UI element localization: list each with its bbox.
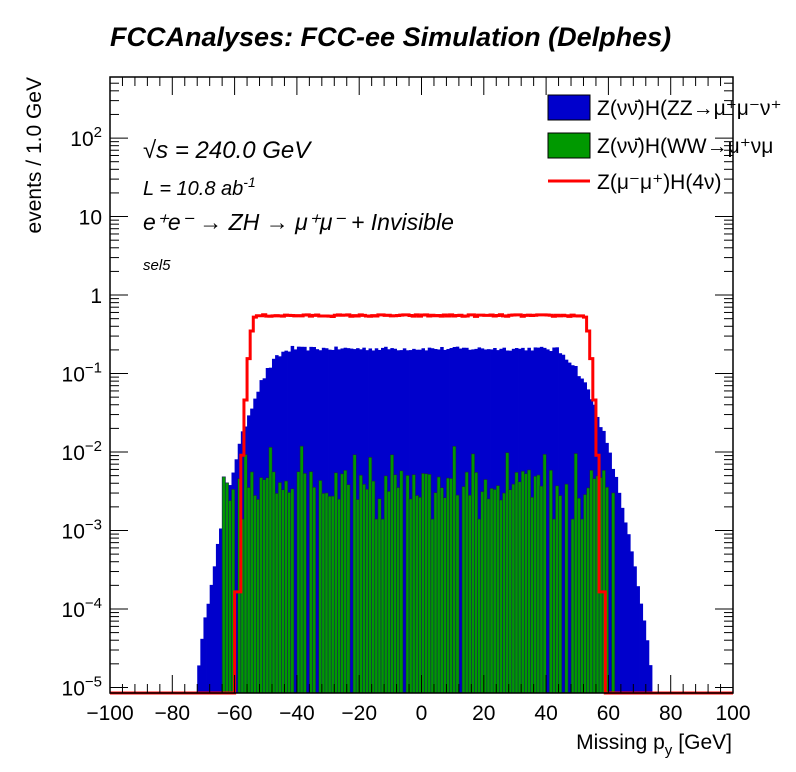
y-tick-base: 10	[62, 677, 85, 700]
y-tick-label: 10−4	[62, 595, 102, 622]
series-4nu-line	[110, 313, 733, 695]
y-tick-exp: −4	[85, 595, 102, 612]
bar-zz	[215, 543, 220, 693]
x-tick-label: 100	[715, 702, 750, 725]
bar-zz	[623, 522, 628, 693]
legend-swatch-ww	[547, 132, 591, 159]
x-axis-label-sub: y	[665, 742, 673, 759]
bar-zz	[315, 349, 320, 693]
bar-zz	[620, 507, 625, 693]
bar-zz	[630, 551, 634, 693]
y-tick-label: 102	[70, 124, 102, 151]
bar-ww	[558, 495, 563, 694]
y-tick-exp: −5	[85, 673, 102, 690]
y-tick-label: 10	[79, 207, 102, 230]
bar-zz	[627, 534, 631, 693]
bar-zz	[636, 586, 640, 693]
annotation-lumi-text: L = 10.8 ab	[143, 178, 243, 200]
legend-label-ww: Z(νν̄)H(WW→μ⁺νμ	[597, 135, 773, 158]
bar-zz	[458, 348, 463, 693]
bar-zz	[197, 665, 201, 693]
y-tick-exp: −2	[85, 438, 102, 455]
x-axis-label-unit: [GeV]	[678, 731, 732, 754]
y-tick-base: 10	[79, 207, 102, 230]
bar-zz	[219, 528, 223, 693]
x-tick-label: −20	[341, 702, 377, 725]
bar-ww	[564, 483, 569, 694]
bar-zz	[349, 348, 354, 693]
annotations: √s = 240.0 GeV L = 10.8 ab-1 e⁺e⁻ → ZH →…	[143, 137, 454, 274]
bar-zz	[645, 640, 650, 693]
x-tick-label: 0	[416, 702, 428, 725]
y-tick-exp: −3	[85, 516, 102, 533]
x-tick-label: −80	[154, 702, 190, 725]
bar-zz	[306, 350, 310, 693]
y-tick-base: 10	[62, 520, 85, 543]
bar-zz	[546, 349, 550, 693]
bar-zz	[212, 566, 217, 693]
annotation-selection: sel5	[143, 257, 171, 274]
bar-ww	[302, 473, 307, 694]
y-axis-label: events / 1.0 GeV	[23, 77, 46, 233]
bar-zz	[567, 362, 572, 693]
legend-label-zz: Z(νν̄)H(ZZ→μ⁺μ⁻ν⁺	[597, 97, 782, 120]
annotation-process: e⁺e⁻ → ZH → μ⁺μ⁻ + Invisible	[143, 209, 454, 235]
bar-ww	[455, 494, 460, 694]
y-tick-base: 10	[62, 364, 85, 387]
bar-zz	[209, 584, 214, 693]
bar-zz	[203, 617, 207, 693]
bar-ww	[346, 484, 351, 694]
bar-ww	[399, 470, 404, 694]
y-tick-exp: 2	[94, 124, 102, 141]
x-tick-label: −60	[217, 702, 253, 725]
y-tick-exp: −1	[85, 360, 102, 377]
annotation-lumi: L = 10.8 ab-1	[143, 174, 256, 200]
annotation-energy: √s = 240.0 GeV	[143, 137, 312, 164]
bar-zz	[206, 603, 211, 693]
x-tick-label: 60	[597, 702, 620, 725]
bar-ww	[290, 488, 295, 694]
bar-ww	[312, 486, 317, 694]
x-tick-label: 40	[534, 702, 557, 725]
bar-zz	[614, 476, 619, 693]
y-tick-label: 10−2	[62, 438, 102, 465]
bar-ww	[542, 453, 547, 694]
y-tick-label: 10−5	[62, 673, 102, 700]
x-tick-label: 20	[472, 702, 495, 725]
y-tick-label: 10−3	[62, 516, 102, 543]
bar-zz	[561, 354, 566, 693]
bar-zz	[617, 492, 622, 693]
x-axis-ticks: −100 −80 −60 −40 −20 0 20 40 60 80 100	[86, 77, 751, 725]
x-tick-label: −100	[86, 702, 133, 725]
y-tick-label: 10−1	[62, 360, 102, 387]
y-tick-base: 10	[62, 442, 85, 465]
y-tick-label: 1	[90, 285, 102, 308]
bar-zz	[293, 349, 298, 693]
chart-title: FCCAnalyses: FCC-ee Simulation (Delphes)	[110, 22, 671, 52]
legend: Z(νν̄)H(ZZ→μ⁺μ⁻ν⁺ Z(νν̄)H(WW→μ⁺νμ Z(μ⁻μ⁺…	[547, 94, 782, 194]
y-tick-base: 10	[70, 128, 93, 151]
legend-label-4nu: Z(μ⁻μ⁺)H(4ν)	[597, 171, 722, 194]
bar-zz	[608, 452, 612, 693]
bar-zz	[402, 348, 407, 693]
bar-zz	[234, 459, 239, 693]
y-tick-base: 1	[90, 285, 102, 308]
annotation-lumi-exp: -1	[243, 174, 255, 190]
plot-area	[110, 313, 733, 695]
series-ww-histogram	[221, 445, 616, 694]
bar-zz	[639, 603, 644, 693]
y-tick-base: 10	[62, 599, 85, 622]
x-axis-label: Missing py [GeV]	[576, 731, 732, 759]
bar-zz	[200, 638, 204, 693]
bar-zz	[648, 665, 653, 693]
x-tick-label: 80	[659, 702, 682, 725]
bar-ww	[611, 492, 616, 694]
legend-swatch-zz	[547, 94, 591, 121]
bar-zz	[633, 566, 637, 693]
x-tick-label: −40	[279, 702, 315, 725]
x-axis-label-main: Missing p	[576, 731, 665, 754]
bar-zz	[642, 620, 647, 693]
